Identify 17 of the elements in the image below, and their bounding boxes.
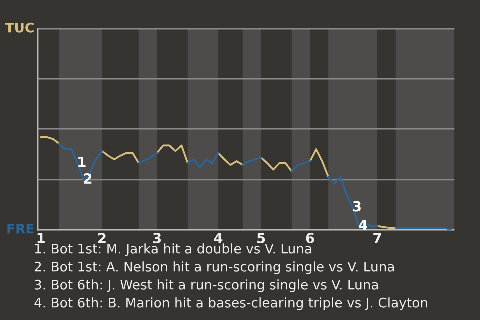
annotation: 3 bbox=[353, 201, 361, 212]
x-tick-label: 3 bbox=[153, 233, 162, 244]
text: 2. Bot 1st: A. Nelson hit a run-scoring single vs V. Luna bbox=[34, 262, 394, 274]
text: 1. Bot 1st: M. Jarka hit a double vs V. Luna bbox=[35, 244, 312, 256]
x-tick-label: 5 bbox=[258, 233, 266, 244]
annotation: 2 bbox=[84, 174, 92, 184]
x-tick-label: 2 bbox=[98, 233, 106, 244]
x-tick-label: 7 bbox=[374, 233, 382, 244]
x-tick-label: 6 bbox=[306, 233, 314, 244]
annotation: 1 bbox=[78, 157, 86, 168]
annotation: 4 bbox=[359, 220, 368, 230]
x-tick-label: 1 bbox=[38, 233, 45, 244]
text: FRE bbox=[8, 224, 34, 234]
x-tick-label: 4 bbox=[214, 233, 223, 244]
text: 4. Bot 6th: B. Marion hit a bases-clearing triple vs J. Clayton bbox=[34, 298, 428, 310]
text: 3. Bot 6th: J. West hit a run-scoring single vs V. Luna bbox=[35, 280, 378, 292]
text: TUC bbox=[5, 22, 34, 33]
